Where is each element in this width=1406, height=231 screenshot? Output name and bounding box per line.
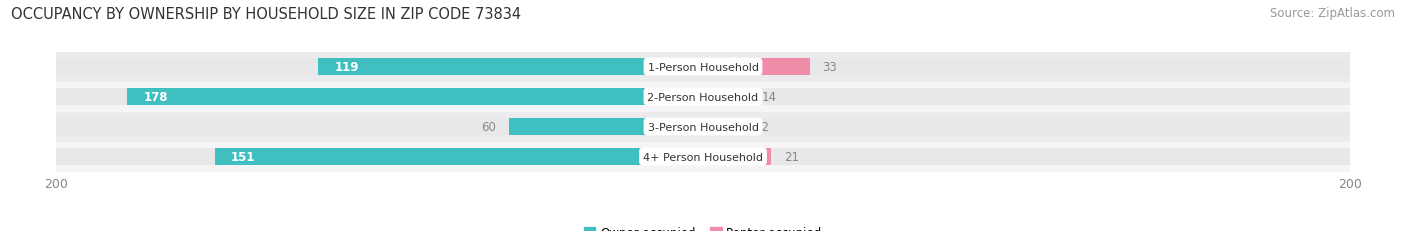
Text: 178: 178 bbox=[143, 91, 169, 103]
Bar bbox=[56, 88, 1350, 106]
Text: 60: 60 bbox=[481, 121, 496, 134]
Text: 151: 151 bbox=[231, 150, 256, 163]
Bar bbox=[703, 88, 748, 106]
Text: Source: ZipAtlas.com: Source: ZipAtlas.com bbox=[1270, 7, 1395, 20]
Bar bbox=[56, 118, 1350, 136]
Text: OCCUPANCY BY OWNERSHIP BY HOUSEHOLD SIZE IN ZIP CODE 73834: OCCUPANCY BY OWNERSHIP BY HOUSEHOLD SIZE… bbox=[11, 7, 522, 22]
Bar bbox=[56, 142, 1350, 172]
Bar bbox=[128, 88, 703, 106]
Bar bbox=[56, 112, 1350, 142]
Text: 4+ Person Household: 4+ Person Household bbox=[643, 152, 763, 162]
Text: 21: 21 bbox=[785, 150, 799, 163]
Bar bbox=[56, 59, 1350, 76]
Text: 33: 33 bbox=[823, 61, 838, 74]
Bar bbox=[318, 59, 703, 76]
Bar bbox=[215, 148, 703, 165]
Text: 14: 14 bbox=[761, 91, 776, 103]
Bar bbox=[56, 52, 1350, 82]
Text: 3-Person Household: 3-Person Household bbox=[648, 122, 758, 132]
Bar bbox=[56, 82, 1350, 112]
Bar bbox=[703, 59, 810, 76]
Text: 119: 119 bbox=[335, 61, 359, 74]
Bar bbox=[703, 118, 742, 136]
Text: 1-Person Household: 1-Person Household bbox=[648, 62, 758, 72]
Bar bbox=[509, 118, 703, 136]
Bar bbox=[56, 148, 1350, 165]
Text: 2-Person Household: 2-Person Household bbox=[647, 92, 759, 102]
Bar bbox=[703, 148, 770, 165]
Legend: Owner-occupied, Renter-occupied: Owner-occupied, Renter-occupied bbox=[579, 221, 827, 231]
Text: 12: 12 bbox=[755, 121, 769, 134]
